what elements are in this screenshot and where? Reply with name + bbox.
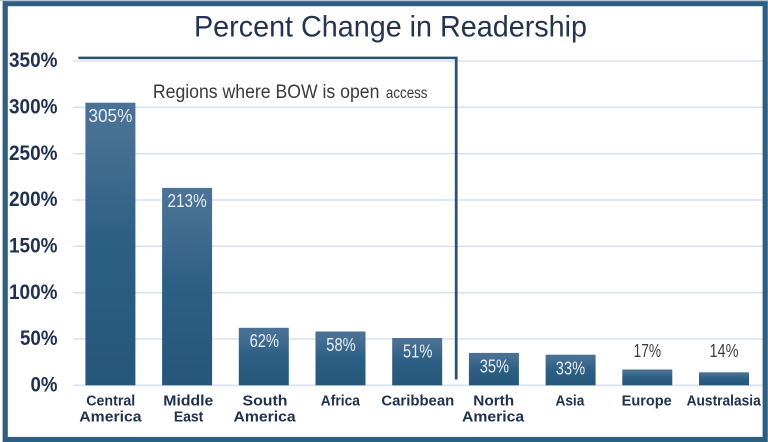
svg-text:200%: 200% [9,187,58,211]
svg-text:17%: 17% [634,341,662,361]
svg-text:Africa: Africa [321,394,361,410]
svg-text:350%: 350% [9,48,58,72]
svg-text:Central: Central [86,394,135,410]
svg-text:South: South [243,394,288,410]
svg-text:Regions where BOW is open: Regions where BOW is open [153,82,380,103]
svg-text:58%: 58% [326,335,355,355]
svg-text:300%: 300% [9,95,58,119]
svg-text:50%: 50% [20,326,58,350]
svg-text:America: America [462,409,525,425]
svg-text:51%: 51% [403,341,432,361]
svg-text:Australasia: Australasia [687,394,762,410]
svg-text:213%: 213% [168,191,207,211]
svg-text:62%: 62% [250,331,279,351]
svg-text:Percent Change in Readership: Percent Change in Readership [194,11,587,44]
svg-text:100%: 100% [9,280,58,304]
svg-text:North: North [473,394,514,410]
svg-text:Caribbean: Caribbean [381,394,454,410]
svg-text:33%: 33% [556,359,585,379]
svg-text:America: America [234,409,297,425]
svg-text:305%: 305% [88,106,132,126]
svg-text:Europe: Europe [622,394,672,410]
svg-text:150%: 150% [9,234,58,258]
svg-text:14%: 14% [710,341,739,361]
svg-text:Asia: Asia [555,394,585,410]
svg-text:250%: 250% [9,141,58,165]
svg-text:0%: 0% [31,373,58,397]
svg-text:35%: 35% [480,356,509,376]
svg-text:Middle: Middle [163,394,213,410]
svg-text:access: access [386,85,428,102]
svg-text:East: East [174,409,204,425]
svg-text:America: America [79,409,142,425]
